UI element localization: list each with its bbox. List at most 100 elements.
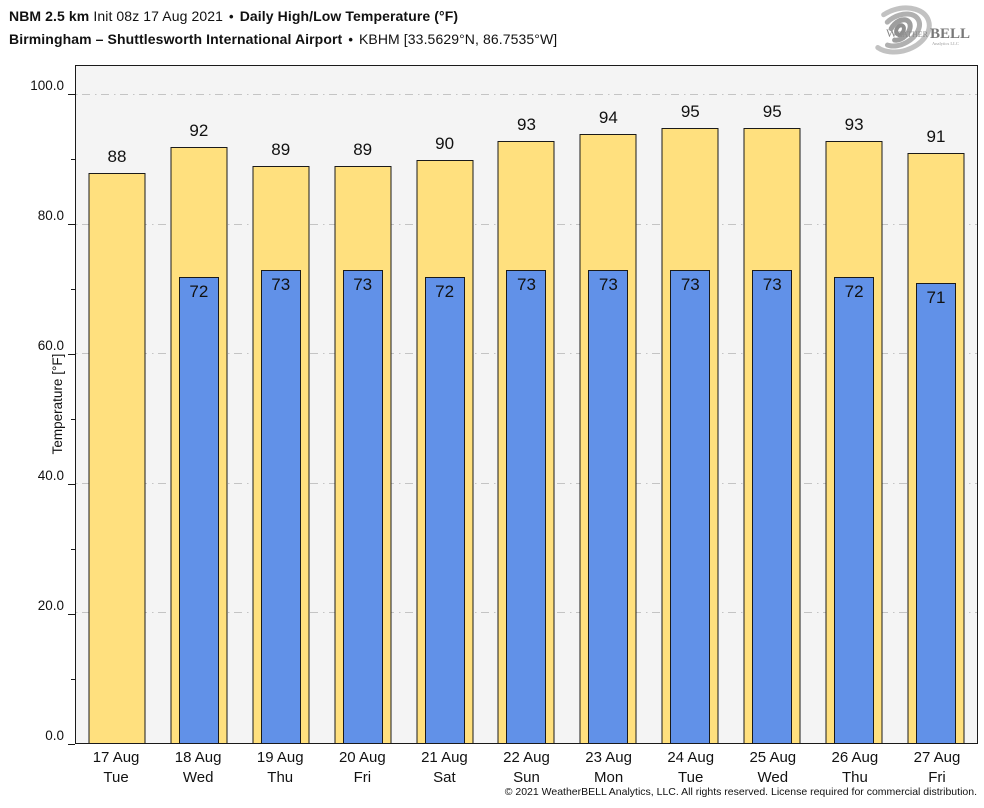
low-value-label: 73 — [271, 275, 291, 295]
low-bar: 73 — [342, 270, 383, 743]
separator-dot: • — [229, 9, 234, 24]
high-value-label: 91 — [926, 127, 946, 147]
low-bar: 73 — [752, 270, 793, 743]
x-tick-weekday: Wed — [757, 769, 789, 786]
x-tick-date: 24 Aug — [667, 749, 715, 766]
x-tick-date: 20 Aug — [338, 749, 386, 766]
low-value-label: 73 — [517, 275, 536, 295]
x-tick-weekday: Tue — [678, 769, 704, 786]
y-tick-minor — [71, 288, 75, 291]
x-tick-weekday: Wed — [182, 769, 214, 786]
y-tick-label: 100.0 — [30, 78, 64, 94]
separator-dot: • — [348, 32, 353, 47]
copyright-note: © 2021 WeatherBELL Analytics, LLC. All r… — [504, 786, 977, 798]
x-tick-label: 20 Aug Fri — [321, 748, 403, 788]
x-tick-date: 18 Aug — [174, 749, 222, 766]
y-tick-label: 40.0 — [37, 468, 64, 484]
y-tick-major — [68, 93, 75, 96]
low-bar: 72 — [424, 276, 465, 743]
x-tick-label: 22 Aug Sun — [485, 748, 567, 788]
x-tick-weekday: Thu — [841, 769, 868, 786]
x-tick-date: 26 Aug — [831, 749, 879, 766]
high-value-label: 93 — [517, 114, 536, 134]
x-tick-label: 27 Aug Fri — [896, 748, 978, 788]
high-value-label: 89 — [271, 140, 291, 160]
y-axis: 0.0 20.0 40.0 60.0 80.0 100.0 — [0, 65, 75, 745]
y-tick-minor — [71, 158, 75, 161]
x-tick-date: 17 Aug — [92, 749, 140, 766]
bar-slot-26-aug: 93 72 — [813, 66, 895, 743]
product-name: Daily High/Low Temperature (°F) — [239, 8, 459, 24]
high-value-label: 88 — [107, 146, 127, 166]
low-bar: 73 — [260, 270, 301, 743]
bar-slot-17-aug: 88 — [76, 66, 158, 743]
x-tick-weekday: Tue — [103, 769, 129, 786]
high-value-label: 95 — [762, 101, 782, 121]
x-tick-date: 21 Aug — [421, 749, 468, 766]
x-tick-weekday: Thu — [267, 769, 294, 786]
y-tick-major — [68, 483, 75, 486]
y-axis-title: Temperature [°F] — [49, 353, 65, 455]
logo-text-bell: BELL — [930, 26, 970, 42]
x-tick-label: 26 Aug Thu — [814, 748, 896, 788]
chart-title-line: NBM 2.5 km Init 08z 17 Aug 2021 • Daily … — [9, 8, 458, 24]
low-value-label: 71 — [926, 288, 946, 308]
bar-slot-18-aug: 92 72 — [158, 66, 240, 743]
x-tick-weekday: Fri — [353, 769, 372, 786]
x-tick-label: 23 Aug Mon — [568, 748, 650, 788]
y-tick-label: 20.0 — [37, 598, 64, 614]
high-value-label: 93 — [844, 114, 864, 134]
bar-slot-27-aug: 91 71 — [895, 66, 977, 743]
bar-slot-22-aug: 93 73 — [486, 66, 568, 743]
bar-slot-25-aug: 95 73 — [731, 66, 813, 743]
x-tick-date: 25 Aug — [749, 749, 797, 766]
station-name: Birmingham – Shuttlesworth International… — [9, 31, 343, 47]
y-tick-label: 60.0 — [37, 338, 64, 354]
weatherbell-logo: Weather BELL Analytics LLC — [864, 2, 978, 58]
high-value-label: 95 — [680, 101, 700, 121]
low-value-label: 73 — [680, 275, 700, 295]
bar-slot-20-aug: 89 73 — [322, 66, 404, 743]
bars-layer: 88 92 72 89 73 89 73 90 72 93 73 94 73 95 73 95 73 93 72 91… — [76, 66, 977, 743]
y-tick-major — [68, 223, 75, 226]
x-tick-weekday: Mon — [594, 769, 624, 786]
logo-text-analytics: Analytics LLC — [932, 41, 959, 46]
low-bar: 73 — [588, 270, 629, 743]
station-id: KBHM [33.5629°N, 86.7535°W] — [358, 31, 558, 47]
low-bar: 73 — [506, 270, 547, 743]
x-tick-label: 21 Aug Sat — [403, 748, 485, 788]
x-tick-weekday: Sat — [433, 769, 456, 786]
plot-area: 88 92 72 89 73 89 73 90 72 93 73 94 73 95 73 95 73 93 72 91… — [75, 65, 978, 744]
low-bar: 73 — [670, 270, 711, 743]
y-tick-label: 80.0 — [37, 208, 64, 224]
bar-slot-21-aug: 90 72 — [404, 66, 486, 743]
low-value-label: 73 — [353, 275, 373, 295]
hurricane-swirl-icon: Weather BELL Analytics LLC — [868, 5, 970, 55]
x-tick-date: 27 Aug — [913, 749, 961, 766]
high-value-label: 92 — [189, 120, 209, 140]
low-bar: 71 — [916, 283, 957, 743]
y-tick-label: 0.0 — [45, 728, 64, 744]
x-tick-date: 19 Aug — [256, 749, 304, 766]
x-tick-label: 19 Aug Thu — [239, 748, 321, 788]
x-tick-label: 25 Aug Wed — [732, 748, 814, 788]
y-tick-minor — [71, 548, 75, 551]
x-tick-date: 22 Aug — [503, 749, 550, 766]
x-tick-date: 23 Aug — [585, 749, 632, 766]
low-value-label: 72 — [189, 281, 209, 301]
bar-slot-23-aug: 94 73 — [567, 66, 649, 743]
x-tick-label: 17 Aug Tue — [75, 748, 157, 788]
y-tick-minor — [71, 678, 75, 681]
gridline-100 — [76, 94, 977, 96]
x-tick-label: 18 Aug Wed — [157, 748, 239, 788]
high-bar — [88, 172, 146, 743]
low-bar: 72 — [178, 276, 219, 743]
bar-slot-24-aug: 95 73 — [649, 66, 731, 743]
low-value-label: 73 — [762, 275, 782, 295]
low-value-label: 73 — [598, 275, 618, 295]
low-value-label: 72 — [435, 281, 455, 301]
low-value-label: 72 — [844, 281, 864, 301]
x-tick-label: 24 Aug Tue — [650, 748, 732, 788]
chart-subtitle-line: Birmingham – Shuttlesworth International… — [9, 31, 557, 47]
